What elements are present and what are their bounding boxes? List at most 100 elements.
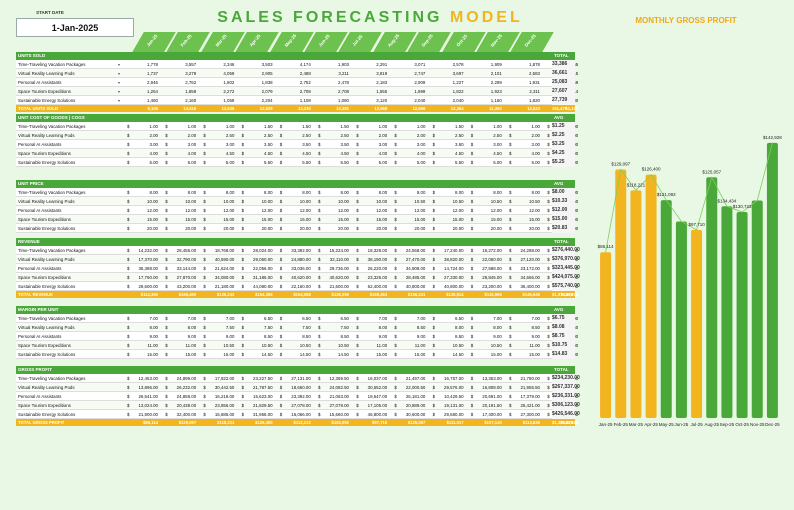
table-cell[interactable]: 9.00	[493, 333, 502, 339]
table-cell[interactable]: 1.00	[149, 123, 158, 129]
table-cell[interactable]: 7.50	[302, 324, 311, 330]
table-cell[interactable]: 2.00	[531, 132, 540, 138]
table-cell[interactable]: 22,160.00	[291, 283, 311, 289]
table-cell[interactable]: 15.00	[490, 216, 502, 222]
table-cell[interactable]: 12.00	[452, 207, 464, 213]
table-cell[interactable]: 8.00	[378, 324, 388, 330]
table-cell[interactable]: 2,079	[261, 88, 273, 94]
table-cell[interactable]: 27,588.00	[482, 265, 502, 271]
table-cell[interactable]: 4.00	[378, 150, 388, 156]
table-cell[interactable]: 15.00	[414, 351, 426, 357]
table-cell[interactable]: 9.00	[378, 333, 388, 339]
table-cell[interactable]: 1.50	[340, 123, 349, 129]
table-cell[interactable]: 12.00	[223, 207, 235, 213]
table-cell[interactable]: 7.00	[149, 315, 158, 321]
table-cell[interactable]: 10.50	[414, 198, 426, 204]
table-cell[interactable]: 1,820	[529, 97, 540, 103]
table-cell[interactable]: 20.00	[490, 225, 502, 231]
table-cell[interactable]: 20.00	[147, 225, 158, 231]
table-cell[interactable]: 2,183	[376, 79, 388, 85]
table-cell[interactable]: 2,040	[414, 97, 426, 103]
table-cell[interactable]: 20.00	[223, 225, 235, 231]
table-cell[interactable]: 8.00	[225, 189, 235, 195]
table-cell[interactable]: 9.00	[187, 333, 197, 339]
table-cell[interactable]: 36,400.00	[520, 283, 540, 289]
dropdown-arrow-icon[interactable]: ▾	[118, 88, 121, 94]
table-cell[interactable]: 3.00	[149, 141, 158, 147]
table-cell[interactable]: 43,200.00	[176, 283, 197, 289]
table-cell[interactable]: 15.00	[185, 351, 197, 357]
table-cell[interactable]: 2,909	[414, 79, 426, 85]
table-cell[interactable]: 14.50	[299, 351, 311, 357]
dropdown-arrow-icon[interactable]: ▾	[118, 79, 121, 85]
table-cell[interactable]: 4.50	[455, 150, 464, 156]
table-cell[interactable]: 1,460	[147, 97, 158, 103]
table-cell[interactable]: 21,600.00	[329, 283, 349, 289]
table-cell[interactable]: 27,330.00	[444, 274, 464, 280]
table-cell[interactable]: 2,762	[185, 79, 197, 85]
table-cell[interactable]: 15.00	[529, 216, 540, 222]
table-cell[interactable]: 3,211	[338, 70, 349, 76]
table-cell[interactable]: 19,131.00	[444, 402, 464, 408]
table-cell[interactable]: 6.50	[302, 315, 311, 321]
table-cell[interactable]: 17,379.00	[520, 393, 540, 399]
table-cell[interactable]: 5.50	[340, 159, 349, 165]
dropdown-arrow-icon[interactable]: ▾	[118, 97, 121, 103]
table-cell[interactable]: 21,829.50	[253, 402, 273, 408]
table-cell[interactable]: 5.00	[225, 159, 235, 165]
table-cell[interactable]: 1,909	[490, 61, 502, 67]
table-cell[interactable]: 11.00	[529, 342, 540, 348]
table-cell[interactable]: 1,899	[414, 88, 426, 94]
table-cell[interactable]: 62,400.00	[367, 283, 388, 289]
table-cell[interactable]: 3,557	[185, 61, 197, 67]
table-cell[interactable]: 2.50	[455, 132, 464, 138]
table-cell[interactable]: 10.00	[376, 198, 388, 204]
table-cell[interactable]: 10.50	[452, 198, 464, 204]
table-cell[interactable]: 2,708	[338, 88, 349, 94]
table-cell[interactable]: 4.50	[493, 150, 502, 156]
table-cell[interactable]: 21,497.00	[405, 375, 426, 381]
table-cell[interactable]: 2.00	[378, 132, 388, 138]
table-cell[interactable]: 8.50	[455, 333, 464, 339]
table-cell[interactable]: 16,218.00	[214, 393, 235, 399]
table-cell[interactable]: 10.00	[223, 198, 235, 204]
table-cell[interactable]: 20,191.50	[482, 402, 502, 408]
table-cell[interactable]: 22,060.00	[482, 256, 502, 262]
table-cell[interactable]: 20,438.00	[176, 402, 197, 408]
table-cell[interactable]: 1,059	[223, 97, 235, 103]
table-cell[interactable]: 10.50	[452, 342, 464, 348]
table-cell[interactable]: 4,059	[223, 70, 235, 76]
table-cell[interactable]: 3.00	[187, 141, 197, 147]
table-cell[interactable]: 2,478	[338, 79, 349, 85]
table-cell[interactable]: 38,820.00	[444, 256, 464, 262]
table-cell[interactable]: 16,808.00	[482, 384, 502, 390]
table-cell[interactable]: 1,264	[147, 88, 158, 94]
table-cell[interactable]: 1.00	[225, 123, 235, 129]
table-cell[interactable]: 8.00	[340, 189, 349, 195]
table-cell[interactable]: 17,240.00	[444, 247, 464, 253]
table-cell[interactable]: 15.00	[376, 351, 388, 357]
table-cell[interactable]: 18,768.00	[214, 247, 235, 253]
table-cell[interactable]: 2,101	[490, 70, 502, 76]
table-cell[interactable]: 30,600.00	[405, 411, 426, 417]
table-cell[interactable]: 13,024.00	[138, 402, 158, 408]
table-cell[interactable]: 21,955.50	[520, 384, 540, 390]
table-cell[interactable]: 7.50	[225, 324, 235, 330]
table-cell[interactable]: 17,922.00	[214, 375, 235, 381]
table-cell[interactable]: 1.00	[416, 123, 426, 129]
table-cell[interactable]: 23,392.00	[291, 393, 311, 399]
table-cell[interactable]: 7.00	[378, 315, 388, 321]
table-cell[interactable]: 8.00	[187, 189, 197, 195]
table-cell[interactable]: 26,232.00	[176, 384, 197, 390]
table-cell[interactable]: 1,737	[147, 70, 158, 76]
table-cell[interactable]: 13,896.00	[138, 384, 158, 390]
start-date-input[interactable]: 1-Jan-2025	[16, 18, 134, 37]
table-cell[interactable]: 8.50	[531, 324, 540, 330]
table-cell[interactable]: 8.50	[302, 333, 311, 339]
table-cell[interactable]: 20.00	[338, 225, 349, 231]
table-cell[interactable]: 15,224.00	[329, 247, 349, 253]
table-cell[interactable]: 8.00	[493, 324, 502, 330]
table-cell[interactable]: 2,488	[299, 70, 311, 76]
table-cell[interactable]: 14,232.00	[138, 247, 158, 253]
table-cell[interactable]: 27,470.00	[405, 256, 426, 262]
